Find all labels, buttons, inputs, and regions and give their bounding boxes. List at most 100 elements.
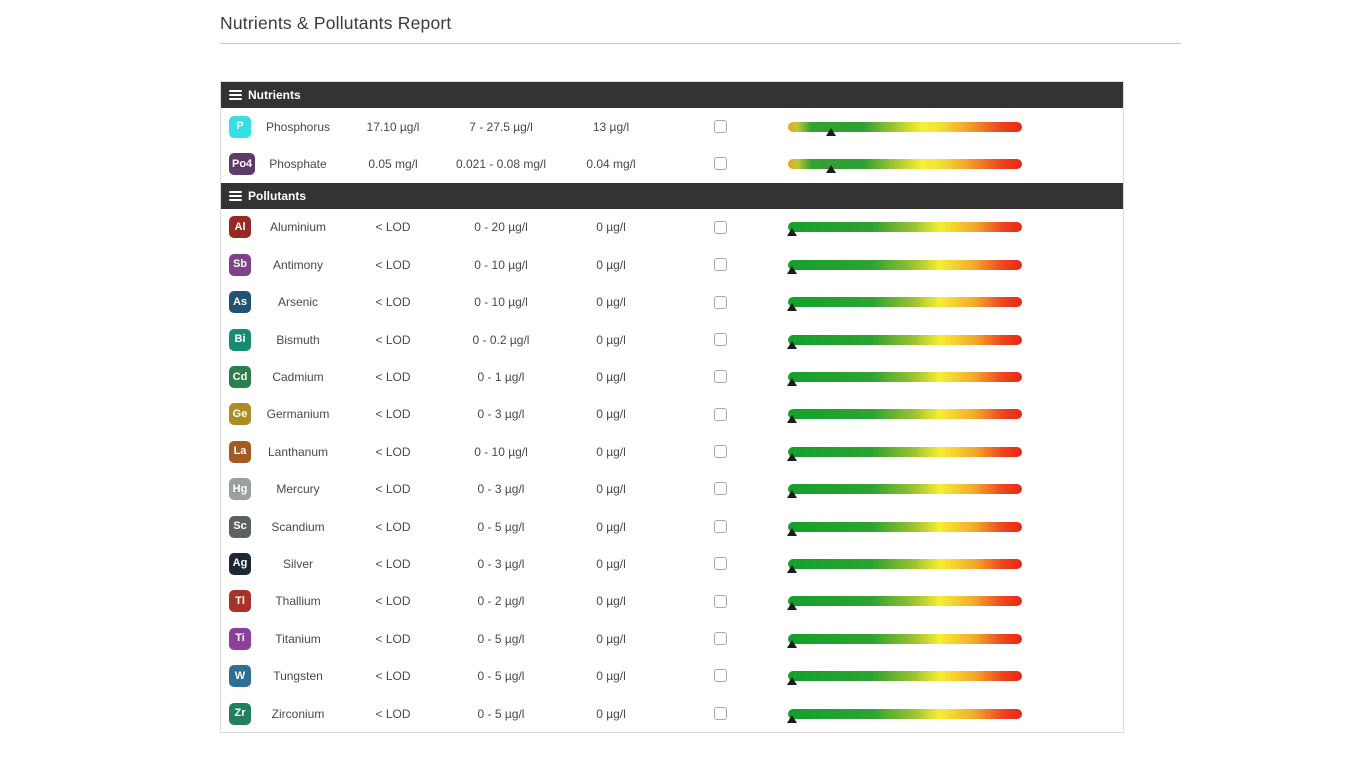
section-header-pollutants[interactable]: Pollutants bbox=[221, 182, 1123, 209]
table-row: As Arsenic < LOD 0 - 10 µg/l 0 µg/l bbox=[221, 283, 1123, 321]
element-badge-cell: As bbox=[221, 291, 261, 314]
value-marker-icon bbox=[786, 415, 797, 424]
gradient-scale-bar bbox=[786, 671, 1022, 686]
value-marker-icon bbox=[786, 714, 797, 723]
row-checkbox[interactable] bbox=[713, 669, 727, 683]
measured-value: < LOD bbox=[375, 220, 411, 235]
element-badge-cell: Sb bbox=[221, 253, 261, 276]
gradient-scale-bar bbox=[786, 446, 1022, 461]
element-badge-cell: W bbox=[221, 665, 261, 688]
row-checkbox[interactable] bbox=[713, 332, 727, 346]
page-title: Nutrients & Pollutants Report bbox=[220, 13, 452, 33]
gradient-scale-bar bbox=[786, 259, 1022, 274]
row-checkbox[interactable] bbox=[713, 594, 727, 608]
table-row: Ag Silver < LOD 0 - 3 µg/l 0 µg/l bbox=[221, 545, 1123, 583]
element-name: Phosphorus bbox=[265, 119, 331, 134]
gradient-bar-cell bbox=[769, 521, 1123, 536]
value-marker-icon bbox=[786, 490, 797, 499]
measured-value: < LOD bbox=[375, 631, 411, 646]
row-checkbox[interactable] bbox=[713, 157, 727, 171]
measured-value: < LOD bbox=[375, 594, 411, 609]
value-marker-icon bbox=[786, 265, 797, 274]
row-checkbox[interactable] bbox=[713, 482, 727, 496]
expected-range: 0 - 10 µg/l bbox=[474, 295, 528, 310]
element-name: Bismuth bbox=[276, 332, 320, 347]
expected-range: 0 - 1 µg/l bbox=[477, 370, 525, 385]
expected-range: 0 - 5 µg/l bbox=[477, 519, 525, 534]
element-badge-cell: Al bbox=[221, 216, 261, 239]
measured-value: < LOD bbox=[375, 407, 411, 422]
row-checkbox[interactable] bbox=[713, 258, 727, 272]
gradient-bar-cell bbox=[769, 222, 1123, 237]
gradient-bar-cell bbox=[769, 484, 1123, 499]
row-checkbox[interactable] bbox=[713, 519, 727, 533]
row-checkbox[interactable] bbox=[713, 407, 727, 421]
table-row: Sb Antimony < LOD 0 - 10 µg/l 0 µg/l bbox=[221, 246, 1123, 284]
element-badge-cell: Cd bbox=[221, 366, 261, 389]
element-badge: Sc bbox=[229, 515, 251, 538]
target-value: 0 µg/l bbox=[596, 631, 626, 646]
gradient-bar-cell bbox=[769, 633, 1123, 648]
expected-range: 0 - 5 µg/l bbox=[477, 706, 525, 721]
target-value: 0 µg/l bbox=[596, 444, 626, 459]
element-name: Mercury bbox=[276, 482, 320, 497]
gradient-bar-cell bbox=[769, 596, 1123, 611]
row-checkbox[interactable] bbox=[713, 557, 727, 571]
target-value: 0 µg/l bbox=[596, 519, 626, 534]
expected-range: 0 - 10 µg/l bbox=[474, 257, 528, 272]
gradient-scale-bar bbox=[786, 409, 1022, 424]
element-badge-cell: Bi bbox=[221, 328, 261, 351]
list-icon bbox=[229, 189, 242, 203]
checkbox-cell bbox=[671, 331, 769, 349]
row-checkbox[interactable] bbox=[713, 445, 727, 459]
row-checkbox[interactable] bbox=[713, 632, 727, 646]
element-badge-cell: La bbox=[221, 440, 261, 463]
table-row: Sc Scandium < LOD 0 - 5 µg/l 0 µg/l bbox=[221, 507, 1123, 546]
row-checkbox[interactable] bbox=[713, 706, 727, 720]
element-badge: La bbox=[229, 440, 251, 463]
target-value: 0 µg/l bbox=[596, 482, 626, 497]
expected-range: 0 - 0.2 µg/l bbox=[472, 332, 530, 347]
value-marker-icon bbox=[786, 527, 797, 536]
gradient-scale-bar bbox=[786, 334, 1022, 349]
element-badge-cell: P bbox=[221, 115, 261, 138]
element-name: Thallium bbox=[275, 594, 321, 609]
target-value: 0.04 mg/l bbox=[586, 157, 636, 172]
row-checkbox[interactable] bbox=[713, 370, 727, 384]
measured-value: < LOD bbox=[375, 519, 411, 534]
element-badge-cell: Po4 bbox=[221, 153, 261, 176]
element-badge: Po4 bbox=[229, 153, 256, 176]
row-checkbox[interactable] bbox=[713, 295, 727, 309]
element-badge: Cd bbox=[229, 366, 251, 389]
value-marker-icon bbox=[786, 602, 797, 611]
table-row: Al Aluminium < LOD 0 - 20 µg/l 0 µg/l bbox=[221, 208, 1123, 247]
checkbox-cell bbox=[671, 368, 769, 386]
table-row: Cd Cadmium < LOD 0 - 1 µg/l 0 µg/l bbox=[221, 358, 1123, 396]
gradient-bar-cell bbox=[769, 372, 1123, 387]
section-header-nutrients[interactable]: Nutrients bbox=[221, 82, 1123, 108]
element-badge-cell: Ag bbox=[221, 552, 261, 575]
element-name: Aluminium bbox=[269, 220, 326, 235]
gradient-scale-bar bbox=[786, 484, 1022, 499]
value-marker-icon bbox=[786, 340, 797, 349]
gradient-bar-cell bbox=[769, 297, 1123, 312]
measured-value: < LOD bbox=[375, 482, 411, 497]
value-marker-icon bbox=[826, 165, 837, 174]
expected-range: 0 - 3 µg/l bbox=[477, 556, 525, 571]
element-name: Tungsten bbox=[273, 669, 323, 684]
expected-range: 7 - 27.5 µg/l bbox=[469, 119, 533, 134]
table-row: W Tungsten < LOD 0 - 5 µg/l 0 µg/l bbox=[221, 657, 1123, 695]
row-checkbox[interactable] bbox=[713, 220, 727, 234]
checkbox-cell bbox=[671, 518, 769, 536]
gradient-scale-bar bbox=[786, 297, 1022, 312]
table-row: La Lanthanum < LOD 0 - 10 µg/l 0 µg/l bbox=[221, 433, 1123, 471]
checkbox-cell bbox=[671, 405, 769, 423]
expected-range: 0.021 - 0.08 mg/l bbox=[455, 157, 547, 172]
gradient-bar-cell bbox=[769, 446, 1123, 461]
section-label: Pollutants bbox=[248, 188, 307, 203]
row-checkbox[interactable] bbox=[713, 119, 727, 133]
section-label: Nutrients bbox=[248, 88, 301, 102]
expected-range: 0 - 2 µg/l bbox=[477, 594, 525, 609]
element-name: Titanium bbox=[275, 631, 321, 646]
value-marker-icon bbox=[786, 228, 797, 237]
